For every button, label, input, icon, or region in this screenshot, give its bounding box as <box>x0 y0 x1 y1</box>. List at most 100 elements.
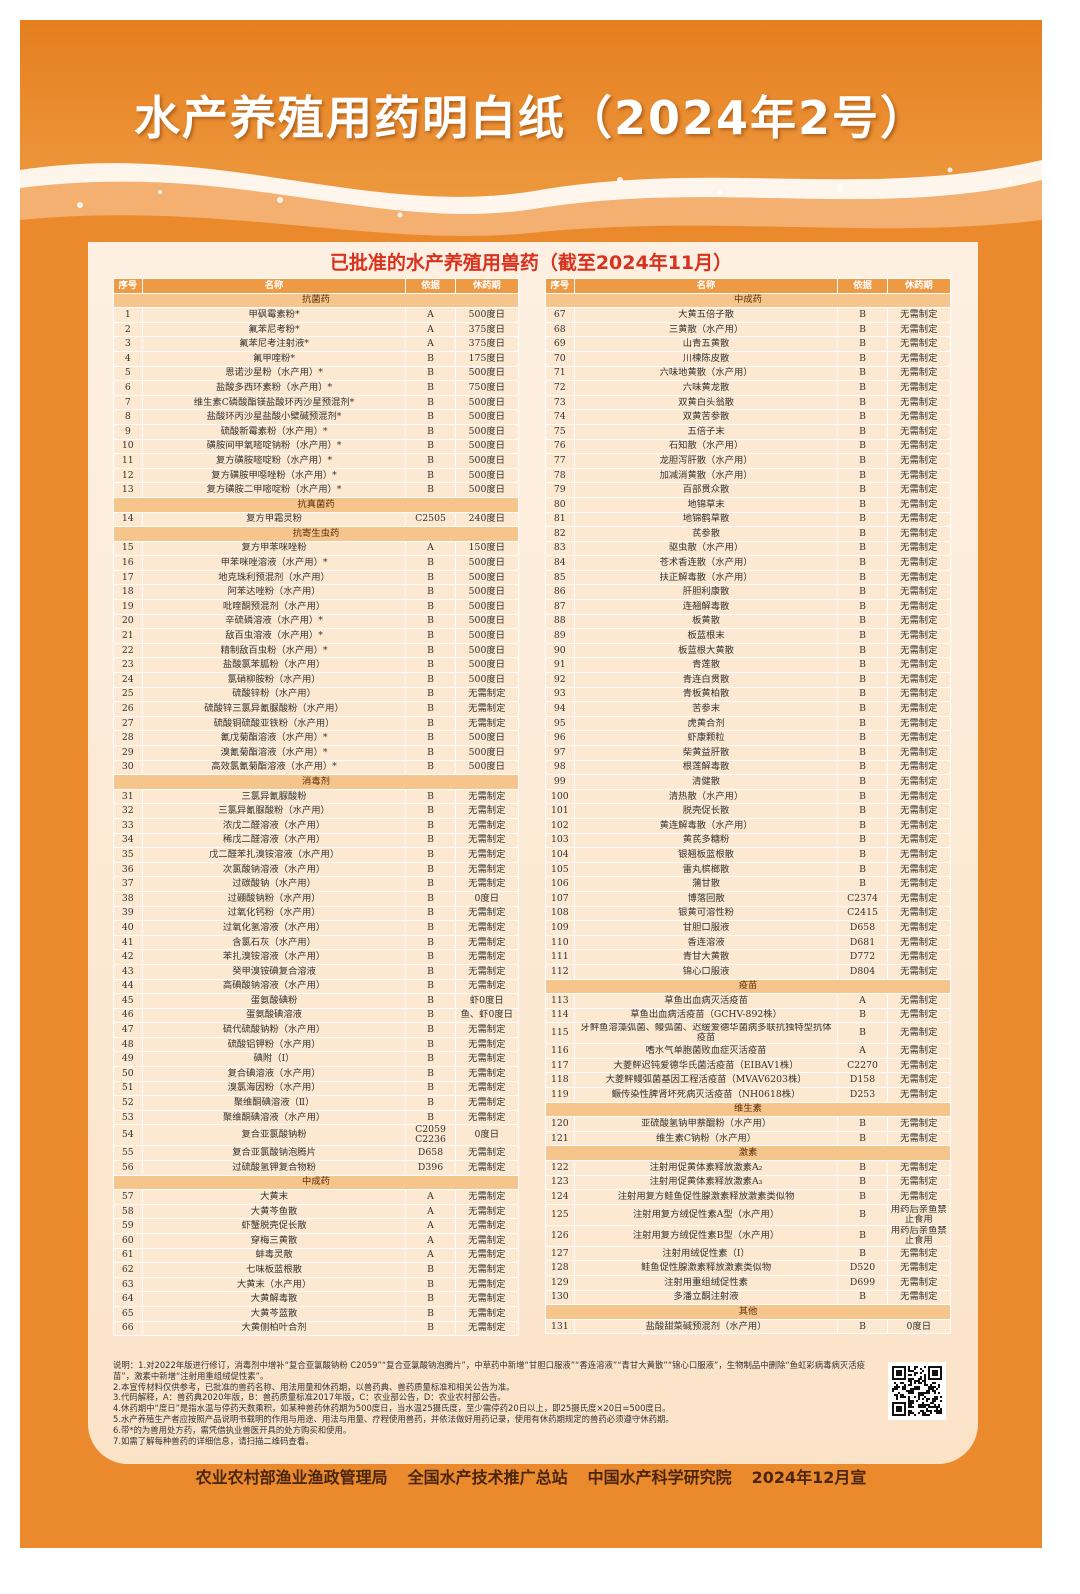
withdrawal-period: 无需制定 <box>886 482 952 498</box>
row-number: 90 <box>545 642 575 659</box>
basis-code: B <box>405 949 456 965</box>
drug-name: 青连白贯散 <box>573 672 839 688</box>
withdrawal-period: 无需制定 <box>454 1145 520 1162</box>
withdrawal-period: 无需制定 <box>886 1245 952 1262</box>
basis-code: B <box>837 409 888 425</box>
row-number: 4 <box>113 350 143 367</box>
withdrawal-period: 无需制定 <box>886 365 952 382</box>
section-title: 中成药 <box>545 292 951 309</box>
drug-name: 雷丸槟榔散 <box>573 861 839 878</box>
basis-code: B <box>837 788 888 805</box>
footer-item: 中国水产科学研究院 <box>587 1468 732 1487</box>
basis-code: B <box>837 1116 888 1132</box>
drug-name: 复方甲苯咪唑粉 <box>141 540 407 557</box>
row-number: 101 <box>545 803 575 819</box>
section-row: 其他 <box>545 1304 951 1320</box>
drug-name: 阿苯达唑粉（水产用） <box>141 584 407 601</box>
drug-name: 柴黄益肝散 <box>573 745 839 761</box>
column-header: 序号 <box>113 278 143 294</box>
drug-row: 19 吡喹酮预混剂（水产用） B 500度日 <box>113 599 520 615</box>
drug-name: 大黄解毒散 <box>141 1291 407 1307</box>
withdrawal-period: 无需制定 <box>886 949 952 965</box>
drug-row: 70 川楝陈皮散 B 无需制定 <box>545 350 952 367</box>
withdrawal-period: 虾0度日 <box>454 993 520 1009</box>
basis-code: B <box>837 657 888 674</box>
drug-name: 大黄侧柏叶合剂 <box>141 1320 407 1337</box>
withdrawal-period: 无需制定 <box>886 526 952 542</box>
title: 水产养殖用药明白纸（2024年2号） <box>133 91 929 145</box>
drug-name: 六味黄龙散 <box>573 380 839 396</box>
drug-row: 34 稀戊二醛溶液（水产用） B 无需制定 <box>113 832 520 849</box>
withdrawal-period: 500度日 <box>454 584 520 601</box>
drug-row: 76 石知散（水产用） B 无需制定 <box>545 438 952 455</box>
row-number: 95 <box>545 715 575 732</box>
basis-code: B <box>837 467 888 484</box>
basis-code: B <box>837 628 888 644</box>
basis-code: D396 <box>405 1160 456 1176</box>
row-number: 131 <box>545 1318 575 1335</box>
drug-name: 虾康颗粒 <box>573 730 839 746</box>
drug-name: 大黄末（水产用） <box>141 1276 407 1293</box>
section-row: 疫苗 <box>545 978 951 995</box>
withdrawal-period: 240度日 <box>454 511 520 528</box>
drug-row: 55 复合亚氯酸钠泡腾片 D658 无需制定 <box>113 1145 520 1162</box>
drug-row: 64 大黄解毒散 B 无需制定 <box>113 1291 520 1307</box>
drug-row: 44 高碘酸钠溶液（水产用） B 无需制定 <box>113 978 520 995</box>
drug-row: 14 复方甲霜灵粉 C2505 240度日 <box>113 511 520 528</box>
drug-name: 注射用复方鲑鱼促性腺激素释放激素类似物 <box>573 1189 839 1205</box>
drug-name: 盐酸多西环素粉（水产用）* <box>141 380 407 396</box>
drug-row: 86 肝胆利康散 B 无需制定 <box>545 584 952 601</box>
drug-row: 99 清健散 B 无需制定 <box>545 774 952 790</box>
row-number: 23 <box>113 657 143 674</box>
withdrawal-period: 无需制定 <box>886 599 952 615</box>
basis-code: B <box>405 993 456 1009</box>
row-number: 24 <box>113 672 143 688</box>
basis-code: B <box>837 832 888 849</box>
basis-code: B <box>405 847 456 863</box>
basis-code: D681 <box>837 934 888 951</box>
drug-name: 氟甲喹粉* <box>141 350 407 367</box>
withdrawal-period: 无需制定 <box>886 569 952 586</box>
column-header: 休药期 <box>886 278 952 294</box>
row-number: 15 <box>113 540 143 557</box>
withdrawal-period: 无需制定 <box>454 847 520 863</box>
withdrawal-period: 无需制定 <box>886 321 952 338</box>
drug-row: 102 黄连解毒散（水产用） B 无需制定 <box>545 817 952 834</box>
basis-code: B <box>837 540 888 557</box>
drug-row: 122 注射用促黄体素释放激素A₂ B 无需制定 <box>545 1160 952 1176</box>
withdrawal-period: 无需制定 <box>454 1189 520 1205</box>
withdrawal-period: 无需制定 <box>454 832 520 849</box>
basis-code: B <box>837 613 888 630</box>
drug-name: 注射用复方绒促性素B型（水产用） <box>573 1224 839 1247</box>
basis-code: B <box>837 526 888 542</box>
drug-name: 高效氯氰菊酯溶液（水产用）* <box>141 759 407 776</box>
drug-row: 87 连翘解毒散 B 无需制定 <box>545 599 952 615</box>
basis-code: B <box>405 613 456 630</box>
withdrawal-period: 无需制定 <box>454 1095 520 1111</box>
withdrawal-period: 无需制定 <box>886 1289 952 1306</box>
withdrawal-period: 无需制定 <box>886 920 952 936</box>
basis-code: B <box>837 438 888 455</box>
basis-code: B <box>405 861 456 878</box>
drug-name: 蒲甘散 <box>573 876 839 892</box>
row-number: 55 <box>113 1145 143 1162</box>
drug-name: 维生素C磷酸酯镁盐酸环丙沙星预混剂* <box>141 394 407 411</box>
row-number: 53 <box>113 1109 143 1126</box>
drug-name: 清健散 <box>573 774 839 790</box>
withdrawal-period: 无需制定 <box>886 336 952 352</box>
drug-row: 40 过氧化氢溶液（水产用） B 无需制定 <box>113 920 520 936</box>
drug-name: 鳜传染性脾肾坏死病灭活疫苗（NH0618株） <box>573 1087 839 1103</box>
drug-name: 注射用复方绒促性素A型（水产用） <box>573 1203 839 1226</box>
basis-code: B <box>405 1066 456 1082</box>
basis-code: B <box>837 715 888 732</box>
drug-name: 黄连解毒散（水产用） <box>573 817 839 834</box>
drug-name: 大黄芩鱼散 <box>141 1203 407 1220</box>
row-number: 29 <box>113 745 143 761</box>
section-title: 其他 <box>545 1304 951 1320</box>
footer-item: 2024年12月宣 <box>751 1468 867 1487</box>
drug-row: 79 百部贯众散 B 无需制定 <box>545 482 952 498</box>
basis-code: B <box>405 380 456 396</box>
row-number: 49 <box>113 1051 143 1068</box>
drug-row: 6 盐酸多西环素粉（水产用）* B 750度日 <box>113 380 520 396</box>
row-number: 32 <box>113 803 143 819</box>
